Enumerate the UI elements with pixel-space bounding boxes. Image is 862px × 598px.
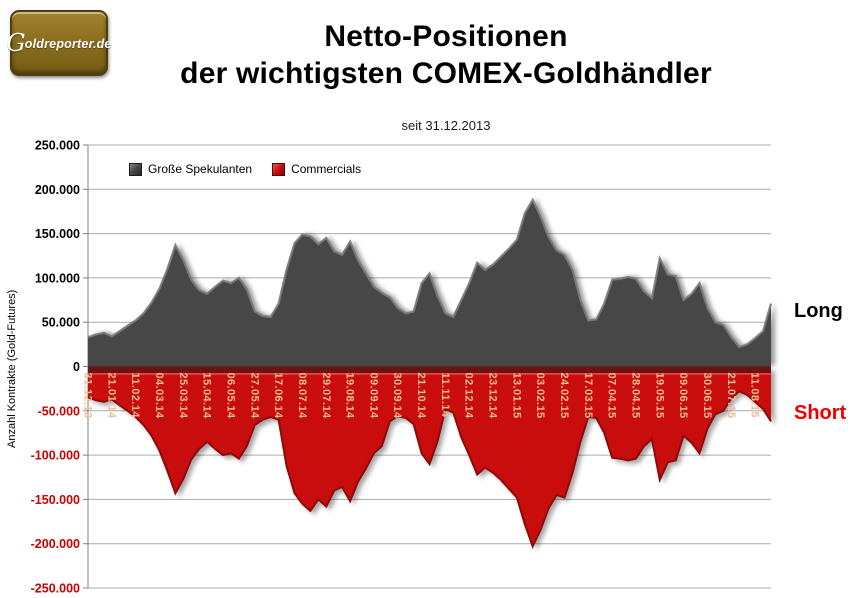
x-tick-label: 09.06.15 [677,373,689,419]
goldreporter-logo-text: Goldreporter.de [6,29,111,57]
commercials-area [88,366,771,547]
x-tick-label: 28.04.15 [630,373,642,419]
x-tick-label: 31.12.13 [82,373,94,419]
x-tick-label: 19.08.14 [344,373,356,420]
y-axis-title: Anzahl Kontrakte (Gold-Futures) [6,289,18,449]
speculators-legend-swatch [129,162,142,176]
y-tick-label: 100.000 [35,271,80,285]
chart-subtitle: seit 31.12.2013 [401,118,491,133]
y-tick-label: -50.000 [38,404,80,418]
chart-title: Netto-Positionen der wichtigsten COMEX-G… [60,18,832,92]
x-tick-label: 21.07.15 [725,373,737,419]
y-tick-label: 150.000 [35,227,80,241]
x-tick-label: 11.11.14 [439,373,451,418]
commercials-legend-label: Commercials [291,162,362,176]
x-tick-label: 29.07.14 [320,373,332,420]
x-tick-label: 07.04.15 [606,373,618,419]
x-tick-label: 06.05.14 [225,373,237,420]
zero-line-band [88,366,771,373]
x-tick-label: 03.02.15 [534,373,546,419]
x-tick-label: 21.01.14 [105,373,117,420]
x-tick-label: 24.02.15 [558,373,570,419]
y-tick-label: -100.000 [31,449,80,463]
y-tick-label: 50.000 [42,316,80,330]
x-tick-label: 08.07.14 [296,373,308,420]
y-tick-label: -250.000 [31,582,80,596]
x-tick-label: 27.05.14 [248,373,260,420]
x-tick-label: 11.08.15 [749,373,761,418]
y-tick-label: 250.000 [35,139,80,153]
short-side-label: Short [794,402,847,424]
y-tick-label: -150.000 [31,493,80,507]
x-tick-label: 17.03.15 [582,373,594,419]
y-tick-label: 0 [73,360,80,374]
commercials-legend-swatch [272,162,286,176]
zero-line-highlight [88,373,771,375]
y-tick-label: 200.000 [35,183,80,197]
chart-title-line1: Netto-Positionen [324,20,568,53]
legend: Große Spekulanten Commercials [129,162,381,176]
speculators-legend-label: Große Spekulanten [148,162,253,176]
speculators-area [88,199,771,367]
x-tick-label: 19.05.15 [653,373,665,419]
x-tick-label: 11.02.14 [129,373,141,419]
long-side-label: Long [794,300,843,322]
x-tick-label: 04.03.14 [153,373,165,420]
x-tick-label: 02.12.14 [463,373,475,420]
x-tick-label: 17.06.14 [272,373,284,420]
logo-g-glyph: G [6,29,26,57]
x-tick-label: 21.10.14 [415,373,427,420]
x-tick-label: 30.06.15 [701,373,713,419]
speculators-top-edge [87,197,773,349]
logo-rest: oldreporter.de [24,37,112,51]
goldreporter-logo[interactable]: Goldreporter.de [6,10,111,76]
x-tick-label: 30.09.14 [391,373,403,420]
commercials-bottom-edge [87,390,772,550]
y-tick-label: -200.000 [31,537,80,551]
chart-title-line2: der wichtigsten COMEX-Goldhändler [180,57,712,90]
x-tick-label: 23.12.14 [487,373,499,420]
x-tick-label: 13.01.15 [510,373,522,419]
x-tick-label: 25.03.14 [177,373,189,420]
x-tick-label: 15.04.14 [201,373,213,420]
x-tick-label: 09.09.14 [367,373,379,420]
